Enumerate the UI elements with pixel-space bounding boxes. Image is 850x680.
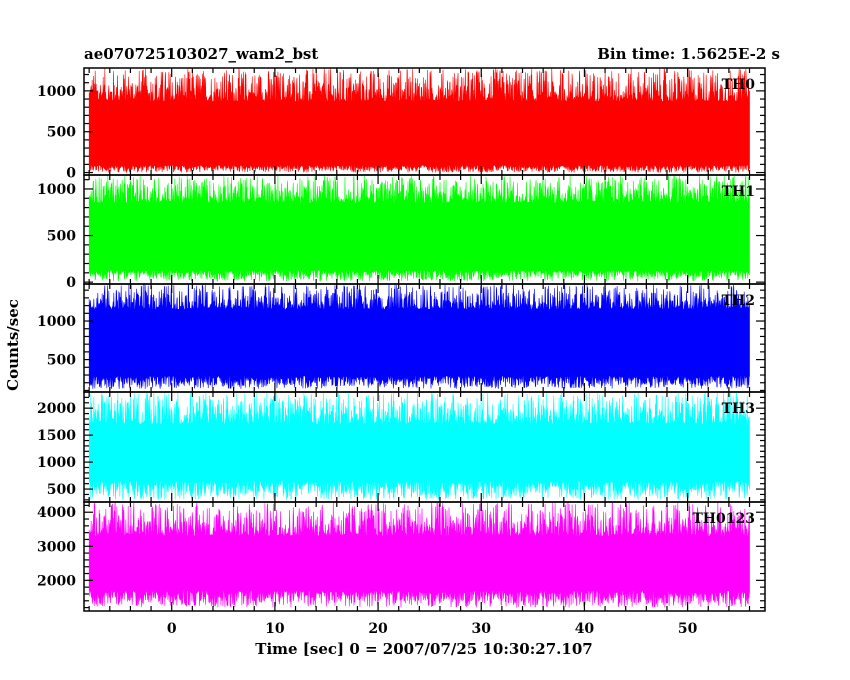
x-axis: 0 10 20 30 40 50: [167, 621, 698, 637]
series-trace-th0123: [88, 502, 750, 608]
y-tick-label: 500: [47, 125, 76, 141]
y-tick-label: 2000: [37, 573, 76, 589]
x-tick-label: 0: [167, 621, 177, 637]
y-tick-label: 4000: [37, 505, 76, 521]
y-tick-label: 0: [66, 166, 76, 182]
x-tick-label: 50: [678, 621, 698, 637]
panel-label-th3: TH3: [722, 401, 755, 417]
x-tick-label: 30: [472, 621, 492, 637]
chart-title-right: Bin time: 1.5625E-2 s: [597, 45, 780, 63]
y-tick-label: 500: [47, 482, 76, 498]
y-tick-label: 1000: [37, 455, 76, 471]
y-axis-label: Counts/sec: [4, 299, 22, 391]
panel-th0123: 2000 3000 4000 TH0123: [37, 501, 766, 612]
series-trace-th0: [88, 68, 750, 174]
series-trace-th2: [88, 284, 750, 389]
panel-label-th1: TH1: [722, 184, 755, 200]
y-tick-label: 500: [47, 229, 76, 245]
y-tick-label: 500: [47, 353, 76, 369]
panel-th3: 500 1000 1500 2000 TH3: [37, 391, 766, 503]
panels: 0 500 1000 TH0 0 500 1000 TH1 500 1000 TH2 500 1000 1…: [37, 67, 766, 612]
x-tick-label: 40: [575, 621, 595, 637]
chart-title-left: ae070725103027_wam2_bst: [84, 45, 318, 63]
y-tick-label: 1000: [37, 84, 76, 100]
series-trace-th1: [88, 175, 750, 282]
y-tick-label: 1000: [37, 182, 76, 198]
series-trace-th3: [88, 392, 750, 501]
y-tick-label: 0: [66, 275, 76, 291]
panel-label-th0123: TH0123: [692, 511, 755, 527]
panel-label-th0: TH0: [722, 77, 756, 93]
x-axis-label: Time [sec] 0 = 2007/07/25 10:30:27.107: [255, 640, 592, 658]
x-tick-label: 10: [265, 621, 285, 637]
x-tick-label: 20: [368, 621, 388, 637]
y-tick-label: 2000: [37, 401, 76, 417]
panel-th0: 0 500 1000 TH0: [37, 67, 766, 182]
panel-th2: 500 1000 TH2: [37, 283, 766, 393]
y-tick-label: 3000: [37, 539, 76, 555]
y-tick-label: 1500: [37, 428, 76, 444]
panel-label-th2: TH2: [722, 293, 755, 309]
panel-th1: 0 500 1000 TH1: [37, 174, 766, 291]
panel-frame: [83, 501, 766, 612]
y-tick-label: 1000: [37, 314, 76, 330]
